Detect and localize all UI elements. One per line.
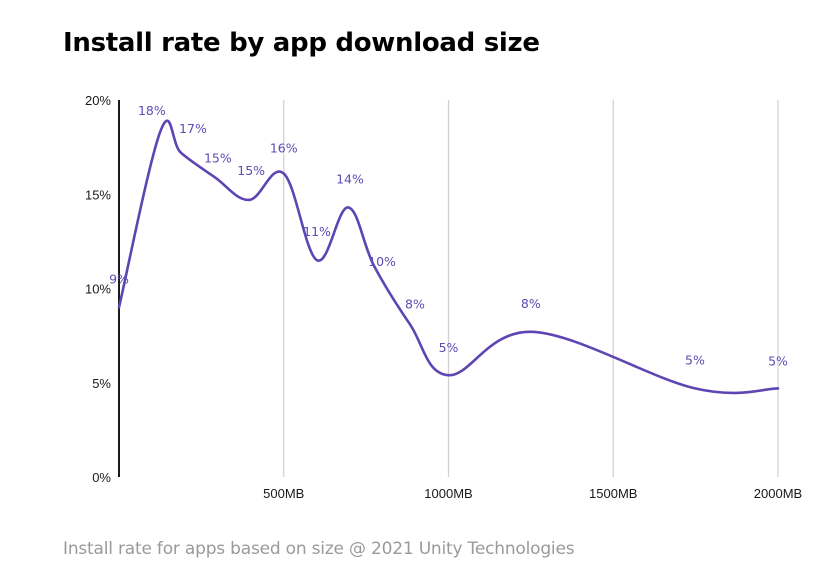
series-line xyxy=(117,119,780,395)
y-axis: 0% 5% 10% 15% 20% xyxy=(85,93,120,485)
y-tick-label: 0% xyxy=(92,470,111,485)
series-install-rate xyxy=(117,119,780,395)
y-tick-label: 15% xyxy=(85,187,111,202)
x-tick-label: 500MB xyxy=(263,486,304,501)
x-tick-label: 2000MB xyxy=(754,486,802,501)
data-label: 18% xyxy=(138,103,166,118)
y-tick-label: 20% xyxy=(85,93,111,108)
chart-caption: Install rate for apps based on size @ 20… xyxy=(63,539,575,559)
data-label: 5% xyxy=(439,340,459,355)
gridlines xyxy=(283,100,779,477)
x-tick-label: 1500MB xyxy=(589,486,637,501)
data-labels: 9% 18% 17% 15% 15% 16% 11% 14% 10% 8% 5% 8% 5% 5% xyxy=(109,103,788,368)
data-label: 5% xyxy=(685,352,705,367)
x-tick-label: 1000MB xyxy=(424,486,472,501)
data-label: 16% xyxy=(270,141,298,156)
data-label: 8% xyxy=(521,296,541,311)
data-label: 9% xyxy=(109,271,129,286)
data-label: 15% xyxy=(204,150,232,165)
data-label: 14% xyxy=(336,171,364,186)
y-tick-label: 10% xyxy=(85,282,111,297)
data-label: 10% xyxy=(368,254,396,269)
data-label: 8% xyxy=(405,296,425,311)
y-tick-label: 5% xyxy=(92,376,111,391)
data-label: 11% xyxy=(303,224,331,239)
data-label: 15% xyxy=(237,163,265,178)
data-label: 17% xyxy=(179,121,207,136)
chart-title: Install rate by app download size xyxy=(63,28,540,58)
x-axis: 500MB 1000MB 1500MB 2000MB xyxy=(263,486,802,501)
data-label: 5% xyxy=(768,353,788,368)
